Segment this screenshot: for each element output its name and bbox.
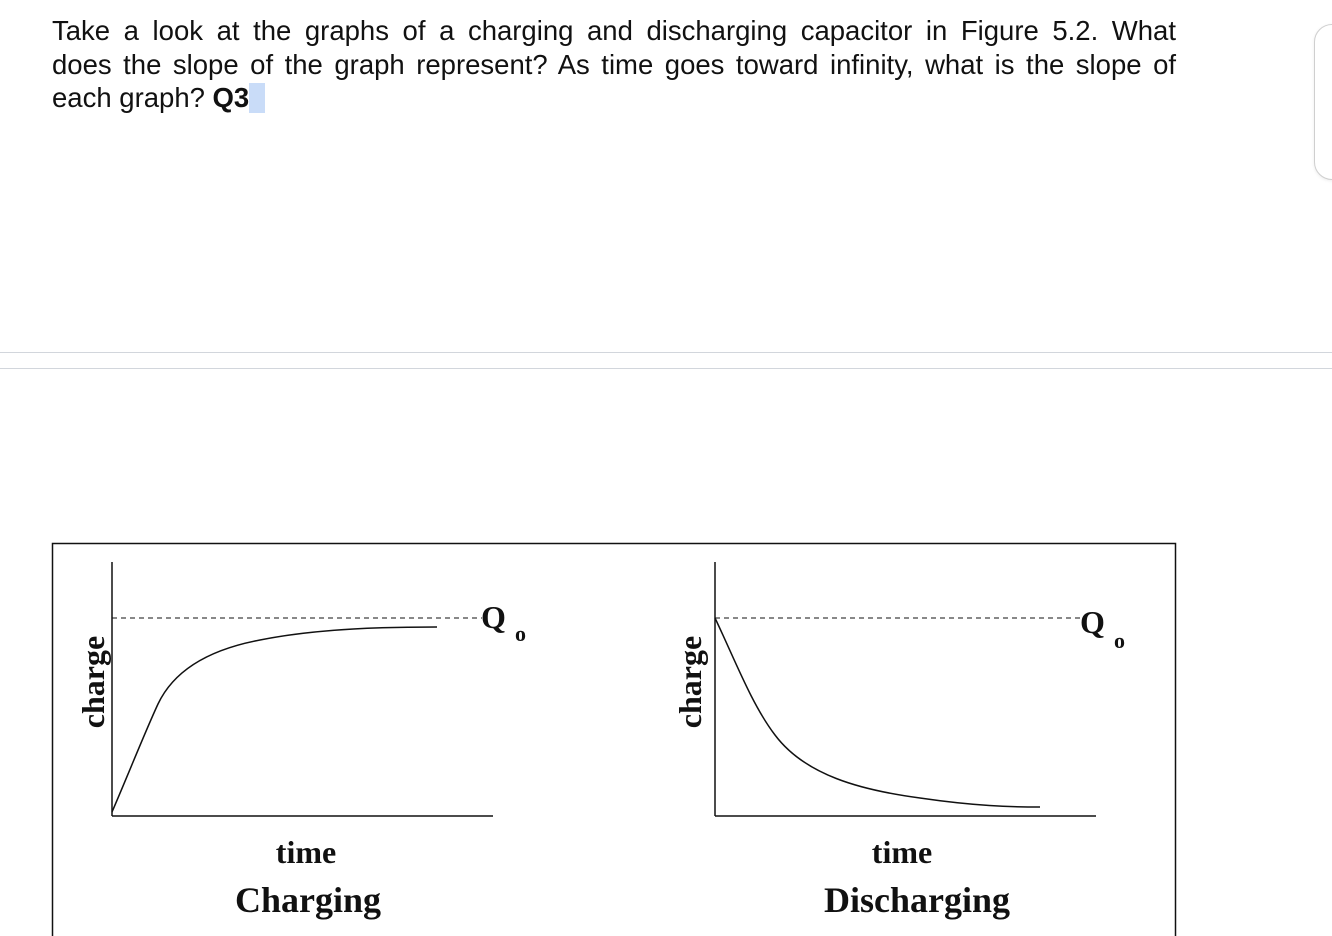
question-text: Take a look at the graphs of a charging … bbox=[52, 14, 1176, 115]
question-line-3: each graph? Q3 bbox=[52, 81, 1176, 115]
question-line-3-text: each graph? bbox=[52, 82, 205, 113]
discharging-asymptote-subscript: o bbox=[1114, 628, 1125, 653]
charging-y-label: charge bbox=[75, 636, 111, 728]
question-tag: Q3 bbox=[212, 82, 250, 113]
side-panel-handle[interactable] bbox=[1314, 24, 1332, 180]
charging-asymptote-subscript: o bbox=[515, 621, 526, 646]
page-separator bbox=[0, 368, 1332, 369]
charging-graph: charge time Charging Q o bbox=[75, 562, 526, 920]
discharging-x-label: time bbox=[872, 834, 932, 870]
page-separator bbox=[0, 352, 1332, 353]
text-cursor-selection bbox=[249, 83, 266, 113]
charging-curve bbox=[111, 626, 438, 813]
discharging-y-label: charge bbox=[672, 636, 708, 728]
figure-frame bbox=[51, 542, 1177, 936]
charging-asymptote-label: Q bbox=[481, 599, 506, 635]
question-line-2: does the slope of the graph represent? A… bbox=[52, 48, 1176, 80]
charging-caption: Charging bbox=[235, 880, 381, 920]
discharging-asymptote-label: Q bbox=[1080, 604, 1105, 640]
question-line-1: Take a look at the graphs of a charging … bbox=[52, 15, 1176, 46]
charging-x-label: time bbox=[276, 834, 336, 870]
discharging-graph: charge time Discharging Q o bbox=[672, 562, 1125, 920]
discharging-caption: Discharging bbox=[824, 880, 1010, 920]
discharging-curve bbox=[714, 617, 1041, 808]
